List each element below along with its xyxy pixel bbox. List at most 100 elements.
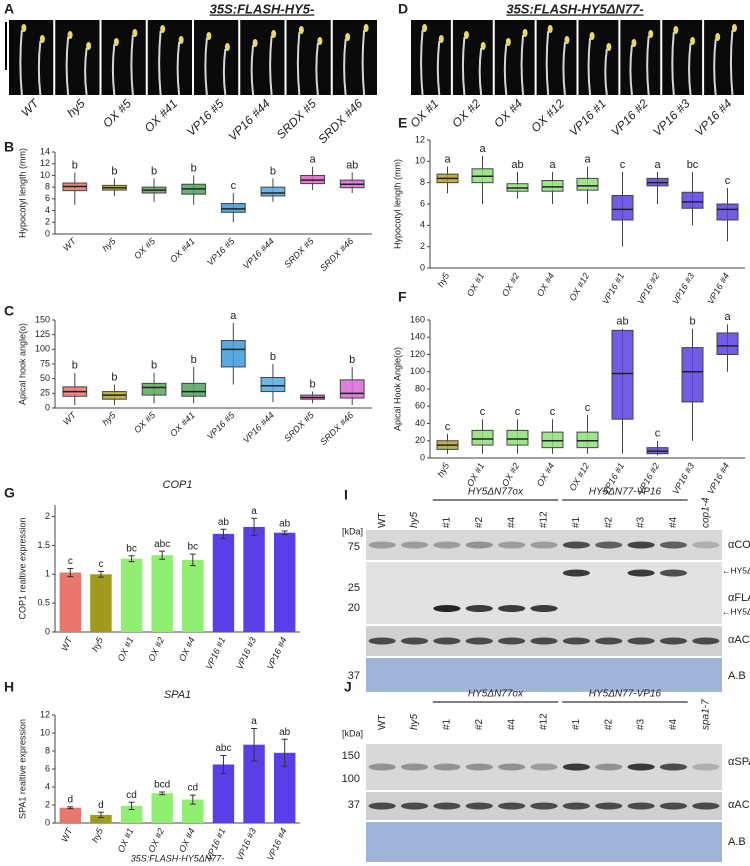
band	[465, 637, 493, 645]
significance-letter: c	[68, 556, 73, 567]
panel-letter: E	[398, 115, 407, 131]
band	[627, 802, 655, 810]
error-bar	[220, 755, 227, 774]
significance-letter: b	[72, 159, 78, 171]
x-tick-label: VP16 #5	[205, 235, 237, 267]
cotyledon	[206, 32, 212, 40]
cotyledon	[271, 30, 277, 38]
photo-label: VP16 #3	[650, 96, 693, 139]
seedling	[111, 43, 116, 96]
photo-label: SRDX #5	[274, 96, 320, 142]
lane-label: #2	[474, 718, 485, 730]
cotyledon	[606, 43, 612, 51]
seedling	[436, 40, 441, 96]
lane-label: #12	[539, 511, 550, 528]
band	[433, 637, 461, 645]
x-tick-label: OX #1	[116, 636, 136, 663]
band	[562, 569, 590, 577]
seedling-photo	[194, 20, 239, 95]
bar	[273, 532, 296, 632]
y-tick-label: 125	[35, 329, 50, 339]
panel-letter: C	[4, 303, 14, 319]
band	[692, 763, 720, 771]
x-tick-label: VP16 #4	[705, 271, 731, 306]
band	[562, 763, 590, 771]
antibody-label: A.B	[728, 836, 746, 848]
x-axis-label: 35S:FLASH-HY5ΔN77-	[131, 853, 225, 863]
significance-letter: a	[230, 310, 237, 322]
significance-letter: bc	[687, 159, 699, 171]
lane-label: #1	[571, 718, 582, 730]
seedling	[158, 30, 162, 96]
seedling	[222, 48, 227, 96]
antibody-label: αFLAG	[728, 592, 750, 604]
seedling	[562, 41, 566, 96]
band	[400, 541, 429, 549]
panel-letter: G	[4, 485, 15, 501]
significance-letter: b	[111, 371, 117, 383]
y-tick-label: 1	[45, 569, 50, 579]
cotyledon	[589, 32, 595, 40]
significance-letter: b	[191, 162, 197, 174]
significance-letter: b	[151, 165, 157, 177]
seedling	[604, 48, 608, 96]
cotyledon	[631, 39, 637, 47]
significance-letter: ab	[346, 159, 358, 171]
x-tick-label: VP16 #4	[705, 461, 731, 496]
cotyledon	[715, 33, 721, 41]
bar	[120, 558, 143, 632]
bar	[120, 805, 143, 823]
photo-label: hy5	[64, 96, 88, 120]
y-tick-label: 100	[35, 344, 50, 354]
band	[659, 541, 688, 549]
seedling	[19, 29, 23, 96]
photo-label: OX #1	[407, 96, 441, 130]
seedling	[37, 40, 42, 96]
bar	[243, 526, 265, 632]
y-tick-label: 120	[410, 349, 425, 359]
cotyledon	[317, 37, 323, 45]
lane-label: #4	[668, 516, 679, 528]
significance-letter: ab	[511, 159, 523, 171]
x-tick-label: OX #2	[146, 636, 166, 663]
significance-letter: c	[585, 402, 591, 414]
band	[433, 802, 461, 810]
significance-letter: a	[310, 154, 317, 166]
y-tick-label: 0	[45, 228, 50, 238]
y-axis-label: COP1 realtive expression	[17, 517, 27, 619]
photo-label: SRDX #46	[315, 96, 365, 146]
kda-marker: 37	[348, 799, 360, 811]
x-tick-label: hy5	[435, 270, 451, 288]
x-tick-label: hy5	[100, 235, 118, 253]
band	[368, 763, 396, 771]
error-bar	[281, 738, 288, 767]
x-tick-label: VP16 #3	[234, 636, 258, 672]
significance-letter: c	[515, 406, 521, 418]
bar	[182, 799, 204, 823]
y-tick-label: 8	[45, 745, 50, 755]
lane-label: cop1-4	[700, 497, 711, 528]
box	[471, 429, 494, 446]
lane-label: #4	[668, 718, 679, 730]
box	[339, 379, 365, 399]
panel-letter: H	[4, 679, 14, 695]
seedling-photo	[286, 20, 331, 95]
panel-letter: J	[344, 679, 352, 695]
band	[562, 802, 590, 810]
significance-letter: b	[151, 360, 157, 372]
seedling	[65, 36, 70, 96]
y-tick-label: 50	[40, 373, 50, 383]
bar	[243, 744, 265, 823]
y-tick-label: 4	[420, 220, 425, 230]
x-tick-label: OX #41	[168, 410, 197, 439]
seedling	[478, 47, 483, 96]
x-tick-label: VP16 #44	[241, 236, 276, 271]
significance-letter: b	[310, 378, 316, 390]
x-tick-label: WT	[61, 235, 79, 253]
error-bar	[97, 811, 104, 819]
panel-letter: B	[4, 139, 14, 155]
panel-header: 35S:FLASH-HY5-	[210, 1, 315, 16]
y-tick-label: 40	[415, 418, 425, 428]
box	[506, 429, 529, 446]
error-bar	[220, 528, 227, 539]
